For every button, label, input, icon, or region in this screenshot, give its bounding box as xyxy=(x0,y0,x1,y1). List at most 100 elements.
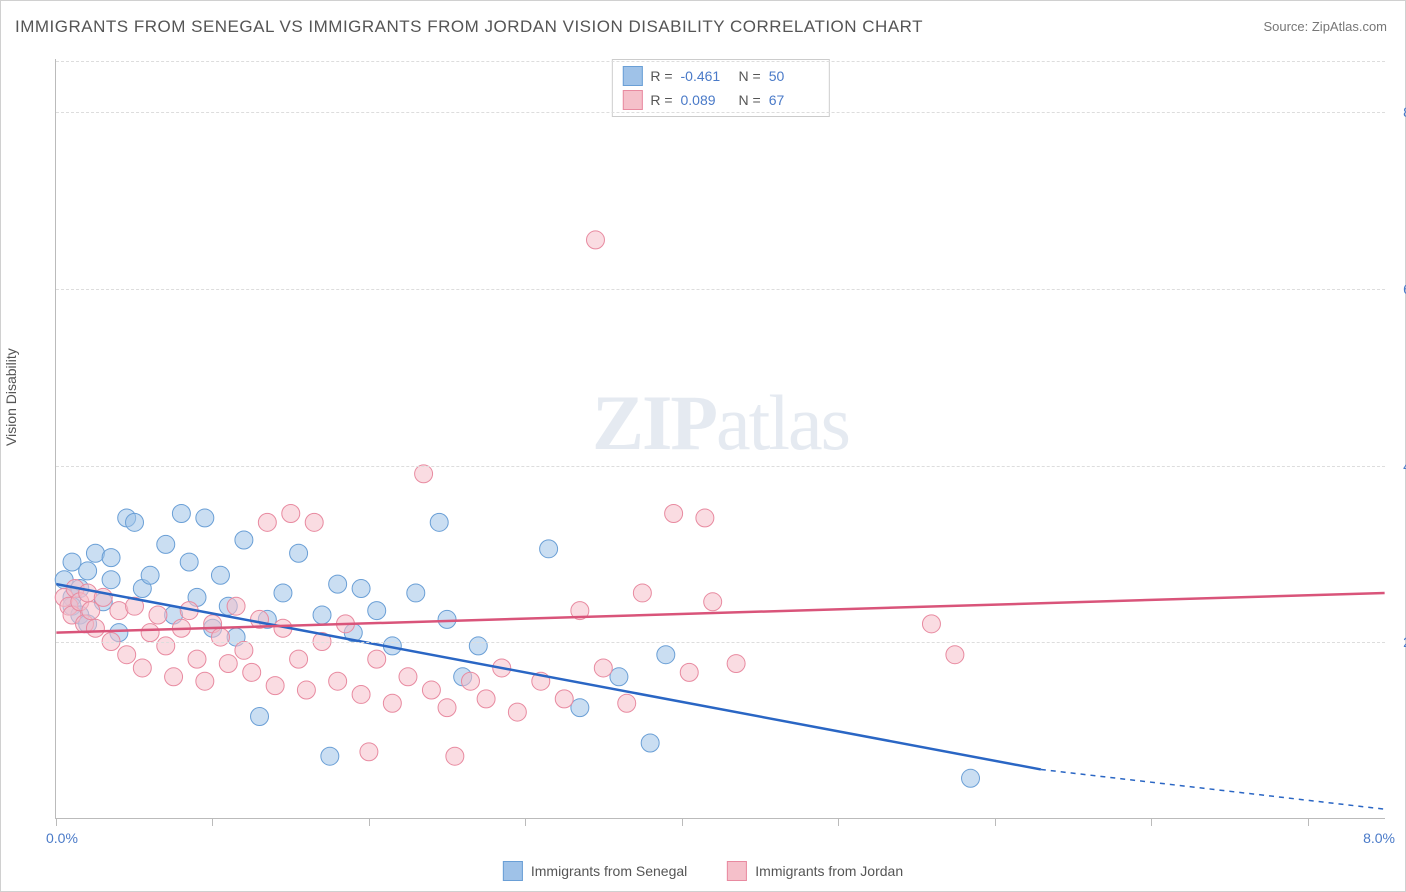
scatter-point xyxy=(633,584,651,602)
trend-line-extrapolated xyxy=(1041,769,1385,809)
scatter-point xyxy=(704,593,722,611)
scatter-point xyxy=(383,694,401,712)
legend-swatch-senegal xyxy=(622,66,642,86)
scatter-point xyxy=(141,566,159,584)
scatter-point xyxy=(352,685,370,703)
x-tick xyxy=(212,818,213,826)
scatter-point xyxy=(641,734,659,752)
r-label-1: R = xyxy=(650,68,672,84)
scatter-point xyxy=(180,553,198,571)
scatter-point xyxy=(211,566,229,584)
scatter-point xyxy=(430,513,448,531)
scatter-point xyxy=(196,672,214,690)
scatter-point xyxy=(438,610,456,628)
scatter-point xyxy=(477,690,495,708)
scatter-point xyxy=(305,513,323,531)
scatter-point xyxy=(571,699,589,717)
scatter-point xyxy=(258,513,276,531)
scatter-point xyxy=(126,513,144,531)
scatter-point xyxy=(594,659,612,677)
scatter-point xyxy=(79,562,97,580)
bottom-legend-label-1: Immigrants from Senegal xyxy=(531,863,687,879)
scatter-point xyxy=(399,668,417,686)
scatter-point xyxy=(282,505,300,523)
x-max-label: 8.0% xyxy=(1363,830,1395,846)
scatter-point xyxy=(422,681,440,699)
bottom-swatch-senegal xyxy=(503,861,523,881)
scatter-point xyxy=(368,602,386,620)
scatter-point xyxy=(313,606,331,624)
bottom-legend-item-1: Immigrants from Senegal xyxy=(503,861,687,881)
scatter-point xyxy=(297,681,315,699)
stats-legend-row-1: R = -0.461 N = 50 xyxy=(622,64,818,88)
x-min-label: 0.0% xyxy=(46,830,78,846)
scatter-point xyxy=(540,540,558,558)
bottom-legend-label-2: Immigrants from Jordan xyxy=(755,863,903,879)
x-tick xyxy=(525,818,526,826)
scatter-point xyxy=(149,606,167,624)
scatter-point xyxy=(587,231,605,249)
stats-legend: R = -0.461 N = 50 R = 0.089 N = 67 xyxy=(611,59,829,117)
scatter-point xyxy=(165,668,183,686)
scatter-point xyxy=(219,655,237,673)
scatter-point xyxy=(63,553,81,571)
scatter-point xyxy=(172,505,190,523)
scatter-point xyxy=(555,690,573,708)
n-value-2: 67 xyxy=(769,92,819,108)
scatter-point xyxy=(438,699,456,717)
source-label: Source: ZipAtlas.com xyxy=(1263,19,1387,34)
stats-legend-row-2: R = 0.089 N = 67 xyxy=(622,88,818,112)
x-tick xyxy=(1151,818,1152,826)
r-value-1: -0.461 xyxy=(681,68,731,84)
scatter-point xyxy=(141,624,159,642)
scatter-point xyxy=(360,743,378,761)
scatter-point xyxy=(469,637,487,655)
scatter-point xyxy=(274,584,292,602)
scatter-point xyxy=(188,650,206,668)
x-tick xyxy=(56,818,57,826)
x-tick xyxy=(1308,818,1309,826)
scatter-point xyxy=(946,646,964,664)
scatter-point xyxy=(118,646,136,664)
r-value-2: 0.089 xyxy=(681,92,731,108)
scatter-point xyxy=(922,615,940,633)
r-label-2: R = xyxy=(650,92,672,108)
scatter-point xyxy=(461,672,479,690)
scatter-point xyxy=(243,663,261,681)
scatter-point xyxy=(102,549,120,567)
scatter-point xyxy=(407,584,425,602)
scatter-point xyxy=(79,584,97,602)
scatter-point xyxy=(329,672,347,690)
scatter-point xyxy=(266,677,284,695)
bottom-legend-item-2: Immigrants from Jordan xyxy=(727,861,903,881)
gridline xyxy=(56,466,1385,467)
scatter-point xyxy=(665,505,683,523)
scatter-point xyxy=(329,575,347,593)
gridline xyxy=(56,289,1385,290)
chart-title: IMMIGRANTS FROM SENEGAL VS IMMIGRANTS FR… xyxy=(15,17,923,37)
scatter-point xyxy=(962,769,980,787)
scatter-point xyxy=(290,650,308,668)
n-value-1: 50 xyxy=(769,68,819,84)
scatter-point xyxy=(290,544,308,562)
scatter-point xyxy=(696,509,714,527)
scatter-point xyxy=(680,663,698,681)
scatter-point xyxy=(86,619,104,637)
scatter-point xyxy=(235,641,253,659)
bottom-swatch-jordan xyxy=(727,861,747,881)
gridline xyxy=(56,112,1385,113)
x-tick xyxy=(838,818,839,826)
plot-area: ZIPatlas R = -0.461 N = 50 R = 0.089 N =… xyxy=(55,59,1385,819)
scatter-point xyxy=(618,694,636,712)
scatter-point xyxy=(446,747,464,765)
scatter-point xyxy=(610,668,628,686)
legend-swatch-jordan xyxy=(622,90,642,110)
scatter-point xyxy=(235,531,253,549)
n-label-1: N = xyxy=(739,68,761,84)
scatter-point xyxy=(508,703,526,721)
gridline xyxy=(56,61,1385,62)
scatter-point xyxy=(415,465,433,483)
scatter-point xyxy=(196,509,214,527)
scatter-point xyxy=(657,646,675,664)
x-tick xyxy=(682,818,683,826)
